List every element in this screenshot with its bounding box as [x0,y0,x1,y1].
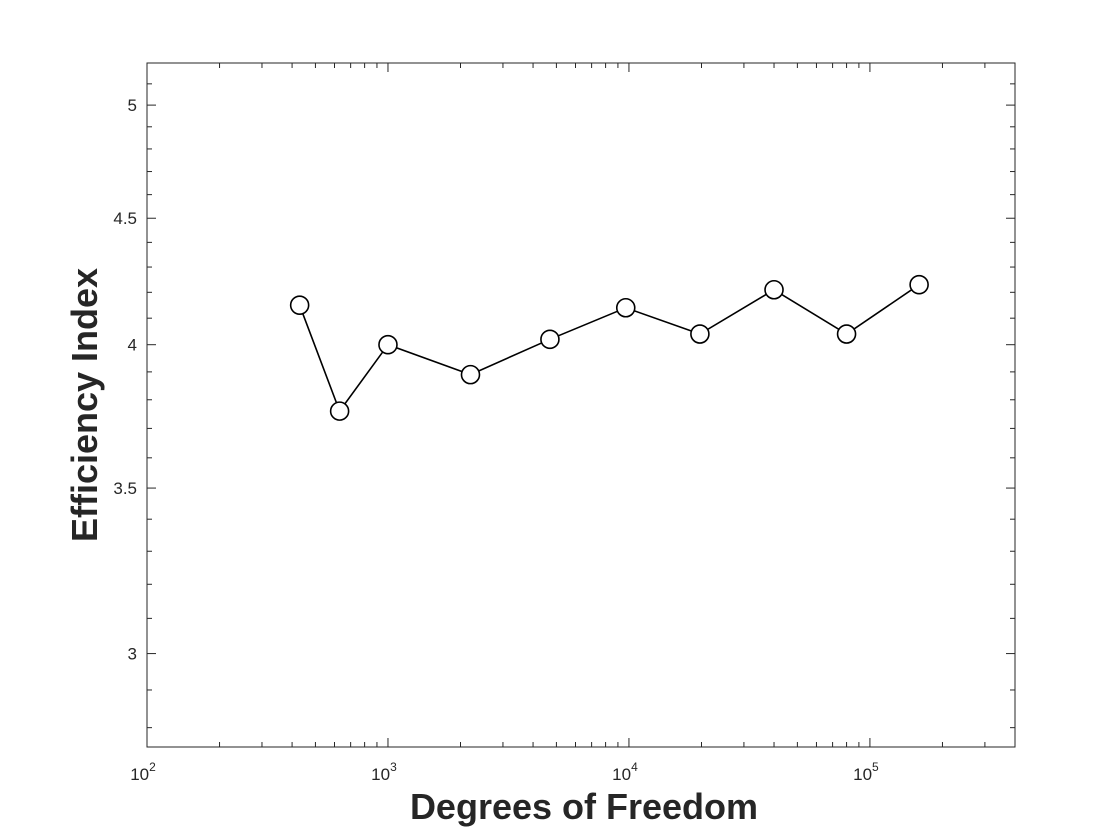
y-tick-label: 4.5 [113,209,137,228]
x-axis-label: Degrees of Freedom [410,786,758,827]
data-point-marker [690,324,710,344]
x-tick-labels: 102 103 104 105 [130,760,879,784]
data-point-marker [615,297,636,318]
data-point-marker [329,401,350,421]
data-point-marker [836,324,857,344]
y-tick-label: 4 [128,336,137,355]
x-tick-label: 104 [612,760,638,784]
x-tick-label: 103 [371,760,397,784]
axes-box [146,62,1016,748]
data-point-marker [460,364,481,385]
data-point-marker [378,334,398,355]
y-tick-label: 5 [128,96,137,115]
data-point-marker [289,295,310,315]
y-tick-label: 3.5 [113,479,137,498]
data-point-marker [764,279,784,300]
plot-area [147,63,1015,747]
series-layer [289,274,929,421]
y-axis-label: Efficiency Index [64,268,105,542]
x-tick-label: 105 [853,760,879,784]
series-line [298,284,920,413]
x-tick-label: 102 [130,760,156,784]
minor-ticks [147,62,1016,747]
y-tick-label: 3 [128,645,137,664]
data-point-marker [540,329,560,350]
data-point-marker [909,274,929,295]
y-tick-labels: 3 3.5 4 4.5 5 [113,96,137,663]
